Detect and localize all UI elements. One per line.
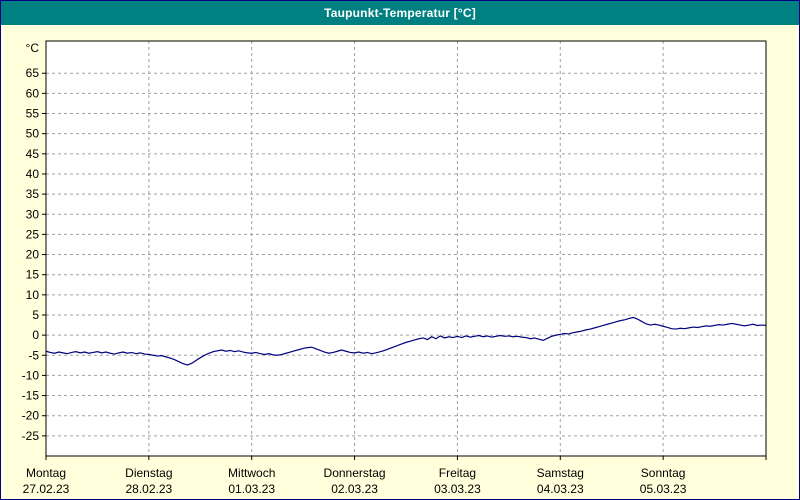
y-tick-label: 50 [26, 127, 40, 141]
x-day-label: Montag [26, 466, 66, 480]
y-tick-label: 20 [26, 248, 40, 262]
x-date-label: 27.02.23 [23, 482, 70, 496]
y-tick-label: -25 [22, 429, 40, 443]
axis-ticks [42, 72, 767, 460]
plot-area [46, 41, 766, 456]
y-tick-label: 15 [26, 268, 40, 282]
x-date-label: 28.02.23 [126, 482, 173, 496]
y-tick-label: -15 [22, 389, 40, 403]
y-axis-unit: °C [26, 41, 40, 55]
y-axis-labels: °C65605550454035302520151050-5-10-15-20-… [22, 41, 40, 443]
x-day-label: Sonntag [641, 466, 686, 480]
x-day-label: Donnerstag [324, 466, 386, 480]
gridlines [46, 41, 766, 456]
x-axis-labels: Montag 27.02.23 Dienstag 28.02.23 Mittwoch 01… [23, 466, 687, 496]
x-date-label: 01.03.23 [228, 482, 275, 496]
y-tick-label: -20 [22, 409, 40, 423]
x-date-label: 02.03.23 [331, 482, 378, 496]
y-tick-label: 40 [26, 167, 40, 181]
chart-title-bar: Taupunkt-Temperatur [°C] [1, 1, 799, 25]
x-date-label: 04.03.23 [537, 482, 584, 496]
x-day-label: Samstag [537, 466, 584, 480]
y-tick-label: 45 [26, 147, 40, 161]
y-tick-label: 5 [32, 308, 39, 322]
y-tick-label: -10 [22, 368, 40, 382]
x-day-label: Freitag [439, 466, 476, 480]
y-tick-label: 60 [26, 86, 40, 100]
y-tick-label: 30 [26, 207, 40, 221]
y-tick-label: 65 [26, 66, 40, 80]
plot-border [45, 40, 767, 457]
y-tick-label: 55 [26, 107, 40, 121]
y-tick-label: 0 [32, 328, 39, 342]
x-day-label: Mittwoch [228, 466, 275, 480]
y-tick-label: -5 [28, 348, 39, 362]
x-date-label: 05.03.23 [640, 482, 687, 496]
x-day-label: Dienstag [125, 466, 172, 480]
y-tick-label: 10 [26, 288, 40, 302]
x-date-label: 03.03.23 [434, 482, 481, 496]
y-tick-label: 35 [26, 187, 40, 201]
y-tick-label: 25 [26, 227, 40, 241]
dewpoint-line [45, 316, 767, 366]
chart-title: Taupunkt-Temperatur [°C] [324, 6, 476, 20]
